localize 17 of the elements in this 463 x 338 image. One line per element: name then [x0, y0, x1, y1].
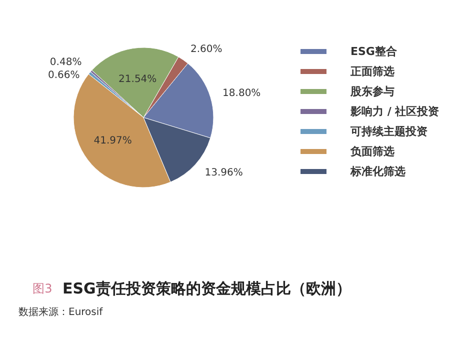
legend-label: 标准化筛选	[350, 165, 406, 178]
data-label: 18.80%	[222, 88, 261, 100]
source-note: 数据来源：Eurosif	[18, 306, 104, 318]
data-label: 0.66%	[48, 70, 80, 82]
legend-label: 正面筛选	[350, 65, 394, 78]
caption: 图3	[32, 282, 52, 296]
data-label: 0.48%	[50, 57, 82, 68]
data-label: 13.96%	[204, 167, 243, 178]
data-label: 41.97%	[94, 135, 132, 146]
legend-label: ESG整合	[350, 45, 398, 58]
legend-label: 影响力 / 社区投资	[350, 105, 440, 118]
data-label: 2.60%	[190, 44, 222, 56]
text: ESG责任投资策略的资金规模占比（欧洲）	[62, 280, 351, 298]
legend-label: 股东参与	[350, 85, 394, 98]
legend-label: 可持续主题投资	[350, 125, 428, 138]
data-label: 21.54%	[118, 74, 157, 85]
legend-label: 负面筛选	[350, 145, 394, 158]
